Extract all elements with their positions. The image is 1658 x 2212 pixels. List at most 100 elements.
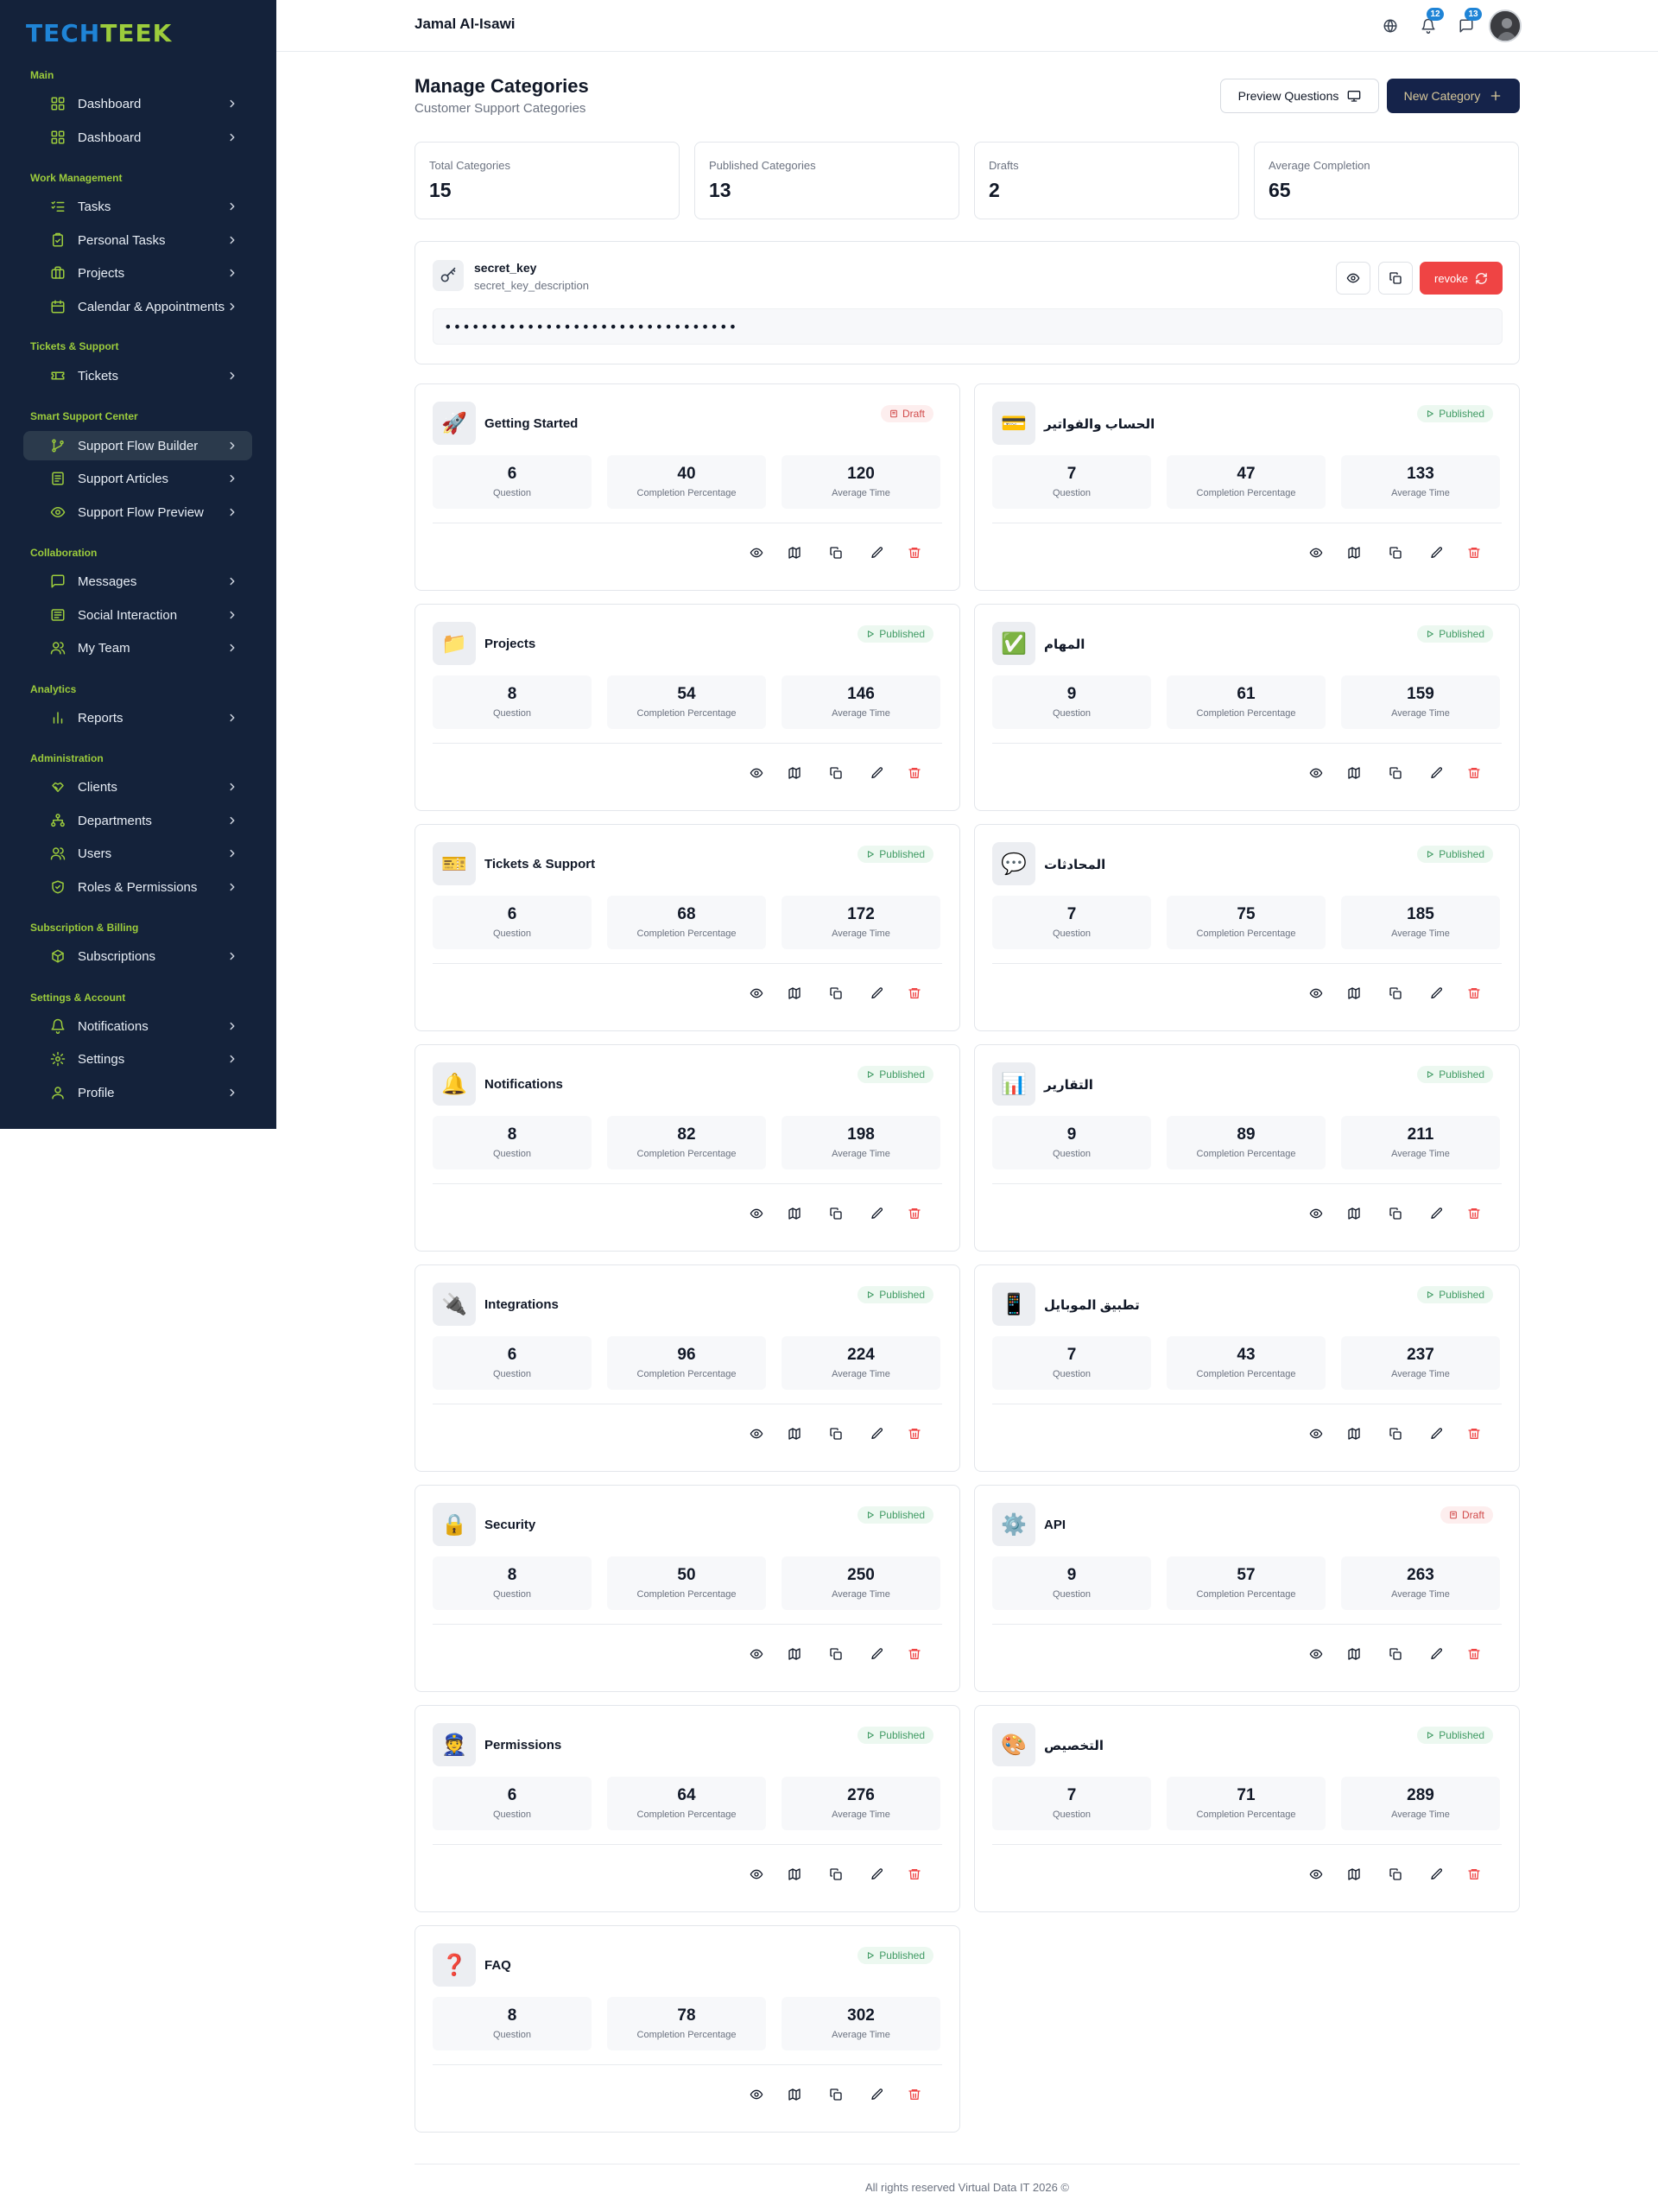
flow-map-button[interactable] [784, 542, 805, 563]
flow-map-button[interactable] [1344, 542, 1364, 563]
flow-map-button[interactable] [784, 763, 805, 783]
duplicate-button[interactable] [1385, 1423, 1406, 1444]
sidebar-item-support-flow-preview[interactable]: Support Flow Preview [23, 498, 252, 527]
delete-button[interactable] [904, 1423, 925, 1444]
avatar[interactable] [1489, 10, 1522, 42]
delete-button[interactable] [904, 2084, 925, 2105]
new-category-button[interactable]: New Category [1387, 79, 1520, 113]
view-button[interactable] [1306, 1864, 1326, 1885]
view-button[interactable] [746, 1864, 767, 1885]
sidebar-item-notifications[interactable]: Notifications [23, 1011, 252, 1041]
edit-button[interactable] [867, 1203, 888, 1224]
edit-button[interactable] [1427, 1423, 1447, 1444]
duplicate-button[interactable] [826, 1423, 846, 1444]
view-button[interactable] [1306, 763, 1326, 783]
logo[interactable]: TECHTEEK [26, 19, 172, 48]
sidebar-item-my-team[interactable]: My Team [23, 633, 252, 662]
flow-map-button[interactable] [1344, 1203, 1364, 1224]
edit-button[interactable] [867, 542, 888, 563]
sidebar-item-departments[interactable]: Departments [23, 806, 252, 835]
duplicate-button[interactable] [826, 2084, 846, 2105]
edit-button[interactable] [867, 1423, 888, 1444]
flow-map-button[interactable] [1344, 983, 1364, 1004]
sidebar-item-projects[interactable]: Projects [23, 258, 252, 288]
sidebar-item-support-articles[interactable]: Support Articles [23, 464, 252, 493]
delete-button[interactable] [1464, 1644, 1484, 1664]
sidebar-item-dashboard[interactable]: Dashboard [23, 89, 252, 118]
notifications-button[interactable]: 12 [1418, 8, 1444, 36]
edit-button[interactable] [1427, 763, 1447, 783]
delete-button[interactable] [904, 983, 925, 1004]
delete-button[interactable] [1464, 542, 1484, 563]
edit-button[interactable] [867, 983, 888, 1004]
view-button[interactable] [746, 1203, 767, 1224]
edit-button[interactable] [1427, 1864, 1447, 1885]
delete-button[interactable] [1464, 1203, 1484, 1224]
flow-map-button[interactable] [784, 1864, 805, 1885]
sidebar-item-profile[interactable]: Profile [23, 1078, 252, 1107]
flow-map-button[interactable] [784, 983, 805, 1004]
view-button[interactable] [1306, 542, 1326, 563]
edit-button[interactable] [867, 1644, 888, 1664]
view-button[interactable] [746, 2084, 767, 2105]
duplicate-button[interactable] [826, 1644, 846, 1664]
flow-map-button[interactable] [784, 1203, 805, 1224]
sidebar-item-clients[interactable]: Clients [23, 772, 252, 802]
delete-button[interactable] [1464, 1423, 1484, 1444]
sidebar-item-roles-permissions[interactable]: Roles & Permissions [23, 872, 252, 902]
view-button[interactable] [746, 1644, 767, 1664]
delete-button[interactable] [904, 542, 925, 563]
sidebar-item-settings[interactable]: Settings [23, 1044, 252, 1074]
delete-button[interactable] [904, 1864, 925, 1885]
view-button[interactable] [1306, 1423, 1326, 1444]
secret-key-field[interactable]: •••••••••••••••••••••••••••••••• [433, 308, 1503, 345]
duplicate-button[interactable] [826, 1864, 846, 1885]
duplicate-button[interactable] [826, 983, 846, 1004]
edit-button[interactable] [1427, 1644, 1447, 1664]
duplicate-button[interactable] [826, 763, 846, 783]
sidebar-item-messages[interactable]: Messages [23, 567, 252, 596]
flow-map-button[interactable] [784, 1644, 805, 1664]
view-button[interactable] [746, 763, 767, 783]
sidebar-item-reports[interactable]: Reports [23, 703, 252, 732]
view-button[interactable] [1306, 1644, 1326, 1664]
sidebar-item-support-flow-builder[interactable]: Support Flow Builder [23, 431, 252, 460]
duplicate-button[interactable] [826, 1203, 846, 1224]
duplicate-button[interactable] [1385, 1644, 1406, 1664]
language-button[interactable] [1380, 16, 1401, 36]
flow-map-button[interactable] [1344, 1423, 1364, 1444]
view-button[interactable] [746, 1423, 767, 1444]
sidebar-item-social-interaction[interactable]: Social Interaction [23, 600, 252, 630]
sidebar-item-dashboard[interactable]: Dashboard [23, 123, 252, 152]
delete-button[interactable] [904, 1644, 925, 1664]
flow-map-button[interactable] [1344, 763, 1364, 783]
edit-button[interactable] [867, 1864, 888, 1885]
duplicate-button[interactable] [1385, 983, 1406, 1004]
revoke-button[interactable]: revoke [1420, 262, 1503, 295]
duplicate-button[interactable] [826, 542, 846, 563]
delete-button[interactable] [1464, 763, 1484, 783]
flow-map-button[interactable] [784, 2084, 805, 2105]
delete-button[interactable] [1464, 983, 1484, 1004]
duplicate-button[interactable] [1385, 763, 1406, 783]
duplicate-button[interactable] [1385, 542, 1406, 563]
sidebar-item-tasks[interactable]: Tasks [23, 192, 252, 221]
sidebar-item-tickets[interactable]: Tickets [23, 361, 252, 390]
view-button[interactable] [746, 983, 767, 1004]
delete-button[interactable] [904, 1203, 925, 1224]
edit-button[interactable] [1427, 1203, 1447, 1224]
view-button[interactable] [746, 542, 767, 563]
show-key-button[interactable] [1336, 262, 1370, 295]
duplicate-button[interactable] [1385, 1203, 1406, 1224]
flow-map-button[interactable] [1344, 1864, 1364, 1885]
sidebar-item-users[interactable]: Users [23, 839, 252, 868]
delete-button[interactable] [1464, 1864, 1484, 1885]
sidebar-item-personal-tasks[interactable]: Personal Tasks [23, 225, 252, 255]
edit-button[interactable] [1427, 542, 1447, 563]
messages-button[interactable]: 13 [1456, 8, 1482, 36]
edit-button[interactable] [1427, 983, 1447, 1004]
edit-button[interactable] [867, 763, 888, 783]
delete-button[interactable] [904, 763, 925, 783]
sidebar-item-calendar-appointments[interactable]: Calendar & Appointments [23, 292, 252, 321]
copy-key-button[interactable] [1378, 262, 1413, 295]
